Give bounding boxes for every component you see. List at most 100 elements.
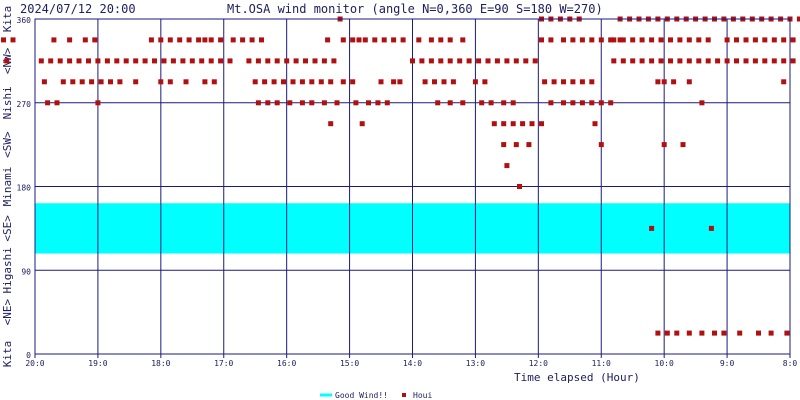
data-point bbox=[457, 58, 463, 64]
data-point bbox=[199, 58, 205, 64]
data-point bbox=[340, 79, 346, 85]
y-side-labels: Kita<NE>Higashi<SE>Minami<SW>Nishi<NW>Ki… bbox=[1, 6, 14, 368]
axes bbox=[34, 18, 791, 358]
data-point bbox=[674, 330, 680, 336]
data-point bbox=[299, 79, 305, 85]
data-point bbox=[561, 100, 566, 106]
data-point bbox=[89, 79, 95, 85]
data-point bbox=[70, 79, 76, 85]
data-point bbox=[208, 37, 214, 43]
data-point bbox=[686, 37, 692, 43]
data-point bbox=[391, 79, 397, 85]
data-point bbox=[592, 121, 598, 127]
data-point bbox=[671, 79, 677, 85]
data-point bbox=[668, 37, 673, 43]
data-point bbox=[781, 79, 787, 85]
data-point bbox=[668, 58, 673, 64]
data-point bbox=[548, 100, 554, 106]
data-point bbox=[482, 79, 488, 85]
data-point bbox=[202, 37, 208, 43]
data-point bbox=[504, 58, 510, 64]
data-point bbox=[82, 37, 88, 43]
data-point bbox=[639, 58, 645, 64]
data-point bbox=[476, 58, 482, 64]
y-direction-label: Kita bbox=[1, 6, 14, 33]
data-point bbox=[51, 37, 57, 43]
data-point bbox=[397, 79, 403, 85]
data-point bbox=[790, 37, 796, 43]
data-point bbox=[152, 58, 157, 64]
data-point bbox=[428, 58, 434, 64]
y-direction-label: Nishi bbox=[1, 86, 14, 119]
data-point bbox=[321, 58, 327, 64]
data-point bbox=[54, 100, 60, 106]
data-point bbox=[517, 184, 522, 189]
data-point bbox=[133, 79, 139, 85]
x-tick-label: 11:0 bbox=[592, 359, 611, 368]
x-tick-label: 15:0 bbox=[340, 359, 359, 368]
data-point bbox=[218, 37, 224, 43]
data-point bbox=[391, 37, 397, 43]
data-point bbox=[504, 163, 510, 169]
data-point bbox=[510, 121, 516, 127]
data-point bbox=[447, 37, 453, 43]
data-point bbox=[309, 100, 315, 106]
data-point bbox=[649, 225, 655, 231]
data-point bbox=[309, 79, 315, 85]
data-point bbox=[246, 58, 252, 64]
data-point bbox=[491, 121, 497, 127]
data-point bbox=[435, 100, 441, 106]
data-point bbox=[438, 37, 444, 43]
legend-houi-label: Houi bbox=[413, 391, 432, 400]
data-point bbox=[183, 79, 189, 85]
data-point bbox=[95, 100, 101, 106]
data-point bbox=[494, 58, 500, 64]
data-point bbox=[762, 37, 768, 43]
data-point bbox=[45, 100, 51, 106]
data-point bbox=[752, 58, 758, 64]
data-point bbox=[366, 100, 371, 106]
data-point bbox=[98, 79, 104, 85]
x-tick-label: 13:0 bbox=[466, 359, 485, 368]
data-point bbox=[38, 58, 44, 64]
data-point bbox=[208, 58, 214, 64]
legend-good-wind-label: Good Wind!! bbox=[335, 391, 388, 400]
data-point bbox=[680, 142, 686, 148]
data-point bbox=[447, 100, 453, 106]
data-point bbox=[539, 37, 544, 43]
data-point bbox=[724, 37, 730, 43]
data-point bbox=[658, 37, 664, 43]
data-point bbox=[334, 100, 340, 106]
data-point bbox=[620, 37, 626, 43]
data-point bbox=[218, 58, 224, 64]
data-point bbox=[281, 79, 286, 85]
data-point bbox=[472, 79, 478, 85]
data-point bbox=[598, 37, 604, 43]
data-point bbox=[450, 79, 456, 85]
data-point bbox=[148, 37, 154, 43]
data-point bbox=[41, 79, 47, 85]
data-point bbox=[696, 37, 702, 43]
y-direction-label: Higashi bbox=[1, 247, 14, 293]
data-point bbox=[1, 37, 6, 43]
data-point bbox=[240, 37, 246, 43]
data-point bbox=[312, 58, 318, 64]
data-point bbox=[705, 58, 711, 64]
data-point bbox=[501, 142, 507, 148]
data-point bbox=[630, 58, 636, 64]
data-point bbox=[715, 58, 721, 64]
data-point bbox=[460, 100, 466, 106]
data-point bbox=[501, 100, 507, 106]
data-point bbox=[331, 58, 337, 64]
x-tick-label: 17:0 bbox=[214, 359, 233, 368]
data-point bbox=[252, 79, 258, 85]
x-tick-label: 9:0 bbox=[720, 359, 735, 368]
data-point bbox=[57, 58, 63, 64]
data-point bbox=[466, 58, 472, 64]
data-point bbox=[259, 37, 264, 43]
data-point bbox=[661, 79, 667, 85]
data-point bbox=[743, 37, 749, 43]
data-point bbox=[724, 58, 730, 64]
data-point bbox=[639, 37, 645, 43]
data-point bbox=[608, 100, 614, 106]
